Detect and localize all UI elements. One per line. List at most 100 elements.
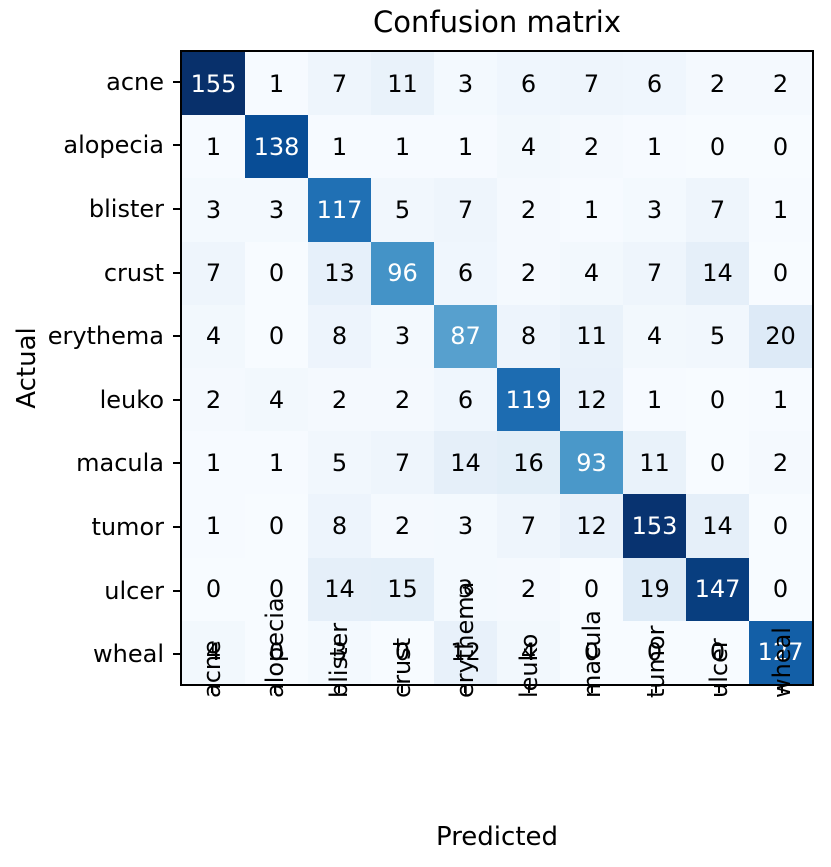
- matrix-cell-tumor-tumor: 153: [623, 494, 686, 558]
- x-axis-label: Predicted: [435, 822, 559, 852]
- matrix-cell-erythema-crust: 3: [371, 304, 434, 368]
- matrix-cell-leuko-acne: 2: [182, 368, 245, 432]
- y-tick-label-blister: blister: [88, 195, 164, 223]
- matrix-cell-wheal-erythema: 12: [434, 620, 497, 684]
- matrix-cell-wheal-blister: 3: [308, 620, 371, 684]
- matrix-cell-acne-blister: 7: [308, 52, 371, 116]
- matrix-cell-macula-macula: 93: [560, 431, 623, 495]
- y-tick-label-ulcer: ulcer: [104, 576, 164, 605]
- x-tick-mark: [274, 686, 277, 693]
- x-tick-mark: [464, 686, 467, 693]
- matrix-cell-ulcer-wheal: 0: [749, 557, 812, 621]
- matrix-cell-ulcer-tumor: 19: [623, 557, 686, 621]
- matrix-cell-leuko-erythema: 6: [434, 368, 497, 432]
- matrix-cell-acne-wheal: 2: [749, 52, 812, 116]
- matrix-cell-ulcer-ulcer: 147: [686, 557, 749, 621]
- matrix-cell-blister-erythema: 7: [434, 178, 497, 242]
- y-tick-mark: [173, 144, 180, 147]
- matrix-cell-acne-crust: 11: [371, 52, 434, 116]
- matrix-cell-wheal-macula: 0: [560, 620, 623, 684]
- matrix-cell-crust-wheal: 0: [749, 241, 812, 305]
- matrix-cell-wheal-ulcer: 0: [686, 620, 749, 684]
- matrix-cell-macula-alopecia: 1: [245, 431, 308, 495]
- matrix-cell-blister-alopecia: 3: [245, 178, 308, 242]
- matrix-cell-ulcer-acne: 0: [182, 557, 245, 621]
- matrix-cell-crust-blister: 13: [308, 241, 371, 305]
- matrix-cell-acne-acne: 155: [182, 52, 245, 116]
- matrix-cell-erythema-acne: 4: [182, 304, 245, 368]
- matrix-cell-blister-acne: 3: [182, 178, 245, 242]
- matrix-cell-erythema-alopecia: 0: [245, 304, 308, 368]
- y-tick-mark: [173, 526, 180, 528]
- matrix-cell-leuko-leuko: 119: [497, 368, 560, 432]
- matrix-cell-erythema-blister: 8: [308, 304, 371, 368]
- matrix-cell-ulcer-macula: 0: [560, 557, 623, 621]
- x-tick-mark: [400, 686, 403, 693]
- matrix-cell-alopecia-erythema: 1: [434, 115, 497, 179]
- matrix-cell-erythema-macula: 11: [560, 304, 623, 368]
- matrix-cell-crust-tumor: 7: [623, 241, 686, 305]
- matrix-cell-wheal-leuko: 4: [497, 620, 560, 684]
- y-tick-label-leuko: leuko: [99, 385, 164, 414]
- matrix-cell-alopecia-acne: 1: [182, 115, 245, 179]
- matrix-cell-tumor-blister: 8: [308, 494, 371, 558]
- matrix-cell-wheal-tumor: 0: [623, 620, 686, 684]
- y-tick-mark: [173, 462, 180, 465]
- matrix-cell-acne-leuko: 6: [497, 52, 560, 116]
- matrix-cell-crust-acne: 7: [182, 241, 245, 305]
- matrix-cell-crust-macula: 4: [560, 241, 623, 305]
- matrix-cell-blister-wheal: 1: [749, 178, 812, 242]
- matrix-cell-leuko-wheal: 1: [749, 368, 812, 432]
- matrix-cell-wheal-acne: 4: [182, 620, 245, 684]
- matrix-cell-leuko-tumor: 1: [623, 368, 686, 432]
- matrix-cell-leuko-alopecia: 4: [245, 368, 308, 432]
- matrix-cell-macula-leuko: 16: [497, 431, 560, 495]
- matrix-cell-blister-macula: 1: [560, 178, 623, 242]
- y-tick-mark: [173, 208, 180, 210]
- matrix-cell-blister-leuko: 2: [497, 178, 560, 242]
- matrix-cell-tumor-ulcer: 14: [686, 494, 749, 558]
- matrix-cell-wheal-wheal: 127: [749, 620, 812, 684]
- matrix-cell-tumor-crust: 2: [371, 494, 434, 558]
- matrix-cell-alopecia-tumor: 1: [623, 115, 686, 179]
- matrix-cell-alopecia-crust: 1: [371, 115, 434, 179]
- matrix-cell-macula-wheal: 2: [749, 431, 812, 495]
- matrix-cell-ulcer-erythema: 3: [434, 557, 497, 621]
- matrix-cell-macula-acne: 1: [182, 431, 245, 495]
- matrix-cell-alopecia-leuko: 4: [497, 115, 560, 179]
- matrix-cell-acne-erythema: 3: [434, 52, 497, 116]
- matrix-cell-ulcer-blister: 14: [308, 557, 371, 621]
- matrix-cell-macula-blister: 5: [308, 431, 371, 495]
- matrix-cell-acne-macula: 7: [560, 52, 623, 116]
- matrix-cell-leuko-ulcer: 0: [686, 368, 749, 432]
- matrix-cell-alopecia-blister: 1: [308, 115, 371, 179]
- y-tick-mark: [173, 589, 180, 592]
- y-tick-label-alopecia: alopecia: [63, 131, 164, 160]
- matrix-cell-blister-ulcer: 7: [686, 178, 749, 242]
- matrix-cell-ulcer-crust: 15: [371, 557, 434, 621]
- matrix-cell-leuko-blister: 2: [308, 368, 371, 432]
- y-tick-mark: [173, 335, 180, 338]
- matrix-cell-tumor-erythema: 3: [434, 494, 497, 558]
- x-tick-mark: [781, 686, 784, 693]
- matrix-cell-wheal-alopecia: 0: [245, 620, 308, 684]
- y-tick-mark: [173, 271, 180, 274]
- y-tick-mark: [173, 653, 180, 656]
- matrix-cell-tumor-alopecia: 0: [245, 494, 308, 558]
- matrix-cell-alopecia-ulcer: 0: [686, 115, 749, 179]
- matrix-cell-blister-blister: 117: [308, 178, 371, 242]
- y-tick-mark: [173, 80, 180, 83]
- matrix-cell-alopecia-macula: 2: [560, 115, 623, 179]
- matrix-cell-blister-crust: 5: [371, 178, 434, 242]
- matrix-cell-alopecia-wheal: 0: [749, 115, 812, 179]
- matrix-cell-acne-tumor: 6: [623, 52, 686, 116]
- chart-title: Confusion matrix: [372, 5, 621, 39]
- matrix-cell-macula-crust: 7: [371, 431, 434, 495]
- y-tick-label-wheal: wheal: [93, 640, 164, 669]
- y-tick-label-macula: macula: [76, 449, 164, 478]
- y-tick-label-tumor: tumor: [91, 513, 164, 541]
- matrix-cell-erythema-leuko: 8: [497, 304, 560, 368]
- matrix-cell-acne-alopecia: 1: [245, 52, 308, 116]
- x-tick-mark: [654, 686, 657, 693]
